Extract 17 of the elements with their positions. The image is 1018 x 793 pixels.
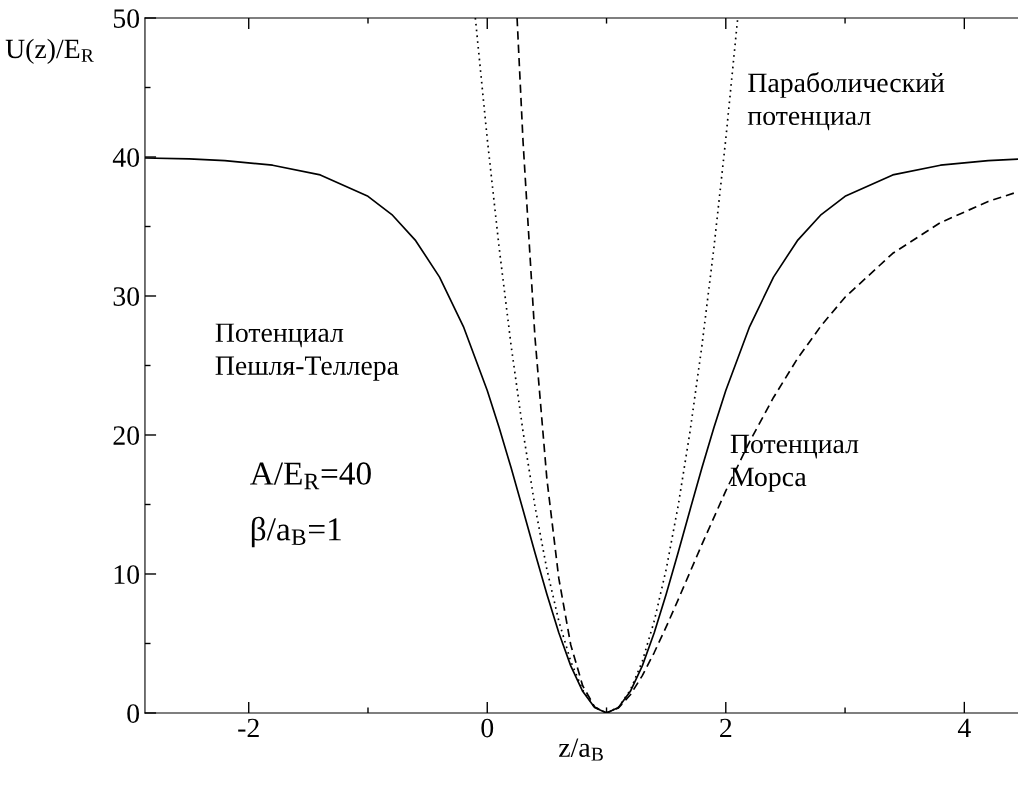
y-tick-label: 0 (127, 704, 140, 723)
x-axis-title: z/a$_{B}$ (559, 738, 603, 761)
x-tick-label: 0 (481, 718, 494, 738)
y-tick-label: 50 (113, 9, 140, 28)
y-tick-label: 30 (113, 287, 140, 306)
y-tick-label: 20 (113, 426, 140, 445)
y-tick-label: 40 (112, 148, 140, 167)
annotation: β/a$_{B}$=1 (251, 516, 341, 548)
annotation: A/E$_{R}$=40 (250, 462, 371, 490)
annotation: Параболический потенциал (747, 72, 945, 131)
x-tick-label: 2 (720, 718, 732, 738)
x-tick-label: 4 (957, 718, 971, 738)
y-tick-label: 10 (114, 565, 140, 584)
annotation: Потенциал Пешля-Теллера (215, 323, 399, 381)
y-axis-title: U(z)/E$_{R}$ (5, 38, 94, 64)
annotation: Потенциал Морса (730, 434, 859, 492)
x-tick-label: -2 (238, 718, 259, 738)
